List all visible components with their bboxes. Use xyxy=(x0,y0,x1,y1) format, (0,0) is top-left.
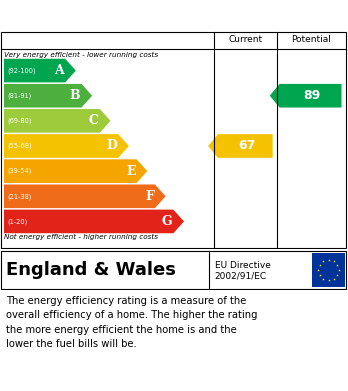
Text: Very energy efficient - lower running costs: Very energy efficient - lower running co… xyxy=(4,52,158,58)
Text: England & Wales: England & Wales xyxy=(6,261,176,279)
Polygon shape xyxy=(4,59,76,83)
Text: (21-38): (21-38) xyxy=(7,193,31,199)
Polygon shape xyxy=(270,84,341,108)
Text: G: G xyxy=(162,215,172,228)
Text: 2002/91/EC: 2002/91/EC xyxy=(215,271,267,280)
Polygon shape xyxy=(4,109,111,133)
Text: D: D xyxy=(106,140,117,152)
Text: E: E xyxy=(126,165,136,178)
Text: EU Directive: EU Directive xyxy=(215,261,271,270)
Text: C: C xyxy=(89,114,99,127)
Text: (55-68): (55-68) xyxy=(7,143,32,149)
Text: (39-54): (39-54) xyxy=(7,168,31,174)
Text: (81-91): (81-91) xyxy=(7,92,31,99)
Text: The energy efficiency rating is a measure of the
overall efficiency of a home. T: The energy efficiency rating is a measur… xyxy=(6,296,258,349)
Text: Not energy efficient - higher running costs: Not energy efficient - higher running co… xyxy=(4,234,158,240)
Text: 67: 67 xyxy=(238,140,255,152)
Polygon shape xyxy=(208,134,273,158)
Text: Potential: Potential xyxy=(291,36,331,45)
Text: B: B xyxy=(70,89,80,102)
Text: (69-80): (69-80) xyxy=(7,118,32,124)
Text: Current: Current xyxy=(228,36,262,45)
Polygon shape xyxy=(4,185,166,208)
Polygon shape xyxy=(4,134,129,158)
Text: 89: 89 xyxy=(303,89,321,102)
Polygon shape xyxy=(4,159,147,183)
Bar xyxy=(312,253,345,287)
Text: F: F xyxy=(145,190,154,203)
Text: (1-20): (1-20) xyxy=(7,218,27,225)
Text: (92-100): (92-100) xyxy=(7,67,35,74)
Text: A: A xyxy=(54,64,64,77)
Polygon shape xyxy=(4,84,92,108)
Polygon shape xyxy=(4,210,184,233)
Text: Energy Efficiency Rating: Energy Efficiency Rating xyxy=(8,7,218,23)
